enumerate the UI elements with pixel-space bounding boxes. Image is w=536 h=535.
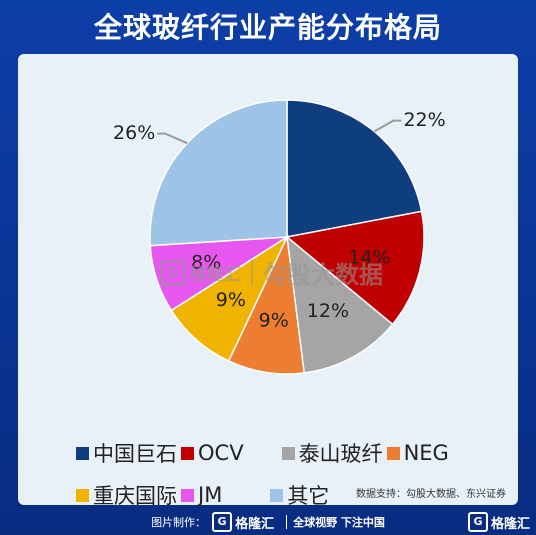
legend-item-other: 其它 — [270, 480, 329, 510]
pie-slice — [286, 235, 394, 374]
legend-swatch — [181, 488, 194, 502]
legend-row-2: 重庆国际 JM 其它 — [76, 481, 516, 509]
legend-label: 重庆国际 — [93, 484, 177, 508]
legend-label: JM — [198, 483, 223, 507]
chart-card: 22% 14% 12% 9% 9% 8% 26% 中国巨石 OCV 泰山玻纤 NEG — [18, 54, 518, 508]
leader-line — [157, 132, 188, 145]
footer-divider — [286, 515, 288, 529]
footer-made-by: 图片制作： — [151, 516, 207, 529]
legend-label: OCV — [198, 441, 244, 465]
slice-label: 8% — [191, 252, 221, 274]
leader-line — [373, 119, 402, 133]
watermark-name: 勾股大数据 — [263, 261, 383, 289]
legend-item-jm: JM — [181, 483, 222, 507]
legend-swatch — [76, 446, 89, 460]
watermark-divider — [251, 259, 253, 286]
pie-slice — [149, 99, 288, 247]
slice-label: 9% — [216, 289, 246, 311]
slice-label: 14% — [348, 247, 390, 269]
legend-swatch — [76, 488, 89, 502]
corner-logo-icon: G — [467, 512, 488, 532]
legend-label: 泰山玻纤 — [298, 442, 383, 466]
footer: 图片制作： G 格隆汇 全球视野 下注中国 — [0, 509, 536, 535]
legend-item-zhongguo-jushi: 中国巨石 — [76, 438, 177, 468]
pie-slice — [286, 99, 423, 238]
corner-brand-name: 格隆汇 — [490, 516, 530, 532]
pie-slice — [285, 210, 425, 326]
slice-label: 22% — [403, 109, 445, 131]
footer-slogan: 全球视野 下注中国 — [293, 516, 385, 529]
footer-brand: G 格隆汇 — [212, 512, 274, 532]
legend-item-chongqing: 重庆国际 — [76, 480, 177, 510]
watermark-brand: 格隆汇 — [190, 265, 241, 285]
data-source: 数据支持：勾股大数据、东兴证券 — [356, 489, 506, 500]
legend-swatch — [181, 446, 194, 460]
legend-item-ocv: OCV — [181, 441, 244, 465]
page-title: 全球玻纤行业产能分布格局 — [93, 11, 442, 44]
legend-swatch — [270, 488, 284, 502]
legend-label: 中国巨石 — [93, 442, 177, 466]
corner-brand: G 格隆汇 — [467, 512, 530, 532]
legend: 中国巨石 OCV 泰山玻纤 NEG 重庆国际 JM — [76, 439, 516, 523]
watermark-logo-icon: G — [160, 259, 186, 286]
brand-name: 格隆汇 — [235, 516, 275, 532]
slice-label: 26% — [113, 122, 155, 144]
pie-chart: 22% 14% 12% 9% 9% 8% 26% — [113, 99, 446, 375]
legend-item-neg: NEG — [386, 441, 449, 465]
legend-swatch — [386, 446, 400, 460]
watermark: G 格隆汇 勾股大数据 — [160, 255, 383, 290]
slice-label: 12% — [307, 300, 349, 322]
legend-item-taishan: 泰山玻纤 — [281, 438, 383, 468]
legend-row-1: 中国巨石 OCV 泰山玻纤 NEG — [76, 439, 516, 467]
slice-label: 9% — [259, 309, 289, 331]
legend-swatch — [281, 446, 295, 460]
legend-label: 其它 — [287, 484, 330, 508]
legend-label: NEG — [403, 441, 449, 465]
brand-logo-icon: G — [212, 512, 233, 532]
